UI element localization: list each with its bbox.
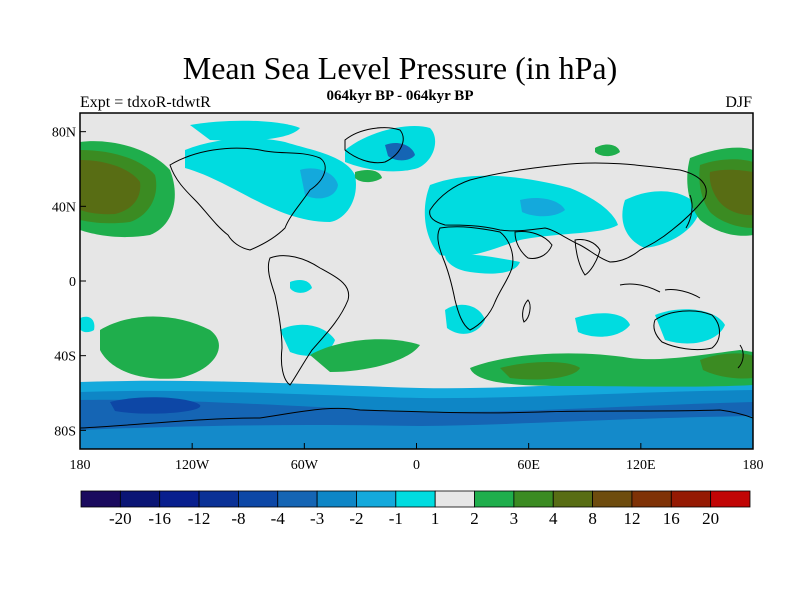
colorbar-swatch xyxy=(80,490,121,508)
coast-japan xyxy=(685,194,693,229)
colorbar-swatch xyxy=(670,490,712,508)
x-tick-label: 180 xyxy=(743,458,764,473)
colorbar-label: 3 xyxy=(510,509,519,528)
colorbar-swatch xyxy=(238,490,279,508)
colorbar-label: -16 xyxy=(148,509,171,528)
north-america-cyan xyxy=(185,138,356,222)
y-axis: 80N 40N 0 40S 80S xyxy=(52,126,86,439)
arctic-green xyxy=(595,144,620,157)
colorbar-swatch xyxy=(159,490,200,508)
coast-arabia xyxy=(514,231,553,259)
africa-tropical-cyan xyxy=(445,254,520,274)
mediterranean-blue xyxy=(520,198,565,217)
colorbar-swatch xyxy=(552,490,593,508)
colorbar-label: -20 xyxy=(109,509,132,528)
antarctic-coast-band xyxy=(80,416,753,449)
chart-subtitle: 064kyr BP - 064kyr BP xyxy=(326,88,474,104)
x-tick-label: 120E xyxy=(626,458,656,473)
north-pacific-core-east xyxy=(709,169,753,216)
colorbar-label: -3 xyxy=(310,509,324,528)
colorbar-swatch xyxy=(513,490,554,508)
arctic-cyan-1 xyxy=(190,120,300,141)
coast-madagascar xyxy=(522,299,531,323)
south-indian-dark xyxy=(500,362,580,380)
indian-ocean-cyan xyxy=(575,313,630,337)
coast-africa xyxy=(437,226,514,331)
colorbar-label: 20 xyxy=(702,509,719,528)
colorbar-label: -12 xyxy=(188,509,211,528)
colorbar-swatch xyxy=(474,490,515,508)
coast-south-america xyxy=(267,255,350,386)
colorbar-swatch xyxy=(395,490,436,508)
coast-australia xyxy=(653,310,720,351)
y-tick-label: 80S xyxy=(54,424,76,439)
colorbar-label: -4 xyxy=(271,509,286,528)
coastlines xyxy=(80,127,753,429)
coast-europe-asia xyxy=(429,162,707,263)
colorbar-swatch xyxy=(434,490,475,508)
coast-new-zealand xyxy=(737,344,744,369)
y-tick-label: 80N xyxy=(52,126,76,141)
coast-greenland xyxy=(344,127,404,164)
y-tick-label: 40N xyxy=(52,200,76,215)
south-pacific-dark-east xyxy=(700,353,753,379)
y-tick-label: 40S xyxy=(54,350,76,365)
x-tick-label: 0 xyxy=(413,458,420,473)
season-label: DJF xyxy=(725,94,752,111)
colorbar-swatch xyxy=(710,490,751,508)
coast-india xyxy=(574,239,601,276)
australia-cyan xyxy=(655,309,725,344)
east-asia-cyan xyxy=(622,191,700,248)
colorbar-swatch xyxy=(631,490,672,508)
colorbar-label: 2 xyxy=(470,509,479,528)
x-axis: 180 120W 60W 0 60E 120E 180 xyxy=(70,443,764,473)
x-tick-label: 60E xyxy=(517,458,540,473)
colorbar-label: 4 xyxy=(549,509,558,528)
pacific-equatorial-cyan xyxy=(290,280,312,293)
north-pacific-core-west xyxy=(80,160,141,215)
colorbar-label: 16 xyxy=(663,509,680,528)
south-america-cyan xyxy=(280,324,335,356)
x-tick-label: 120W xyxy=(175,458,210,473)
chart-title: Mean Sea Level Pressure (in hPa) xyxy=(182,50,618,86)
colorbar-swatch xyxy=(356,490,397,508)
colorbar-swatch xyxy=(198,490,239,508)
south-atlantic-green xyxy=(310,339,420,372)
southern-low-core xyxy=(110,397,201,414)
colorbar-label: 1 xyxy=(431,509,440,528)
coast-antarctica xyxy=(80,407,753,429)
coast-north-america xyxy=(169,147,326,251)
colorbar-swatch xyxy=(277,490,318,508)
map-plot-area xyxy=(80,113,753,449)
south-pacific-cyan xyxy=(80,316,95,333)
south-pacific-green xyxy=(100,316,219,379)
x-tick-label: 60W xyxy=(291,458,319,473)
colorbar-swatch xyxy=(119,490,161,508)
colorbar-swatch xyxy=(592,490,633,508)
eurasia-cyan xyxy=(424,175,618,257)
experiment-label: Expt = tdxoR-tdwtR xyxy=(80,94,211,111)
colorbar-label: -1 xyxy=(389,509,403,528)
colorbar-label: -2 xyxy=(349,509,363,528)
colorbar-label: 12 xyxy=(623,509,640,528)
colorbar-label: -8 xyxy=(231,509,245,528)
colorbar-swatch xyxy=(316,490,357,508)
y-tick-label: 0 xyxy=(69,275,76,290)
colorbar-label: 8 xyxy=(588,509,597,528)
coast-indonesia xyxy=(619,283,701,299)
x-tick-label: 180 xyxy=(70,458,91,473)
iceland-low-core xyxy=(385,143,415,161)
atlantic-green xyxy=(355,170,382,183)
colorbar: -20 -16 -12 -8 -4 -3 -2 -1 1 2 3 4 8 12 16 20 xyxy=(80,490,751,528)
